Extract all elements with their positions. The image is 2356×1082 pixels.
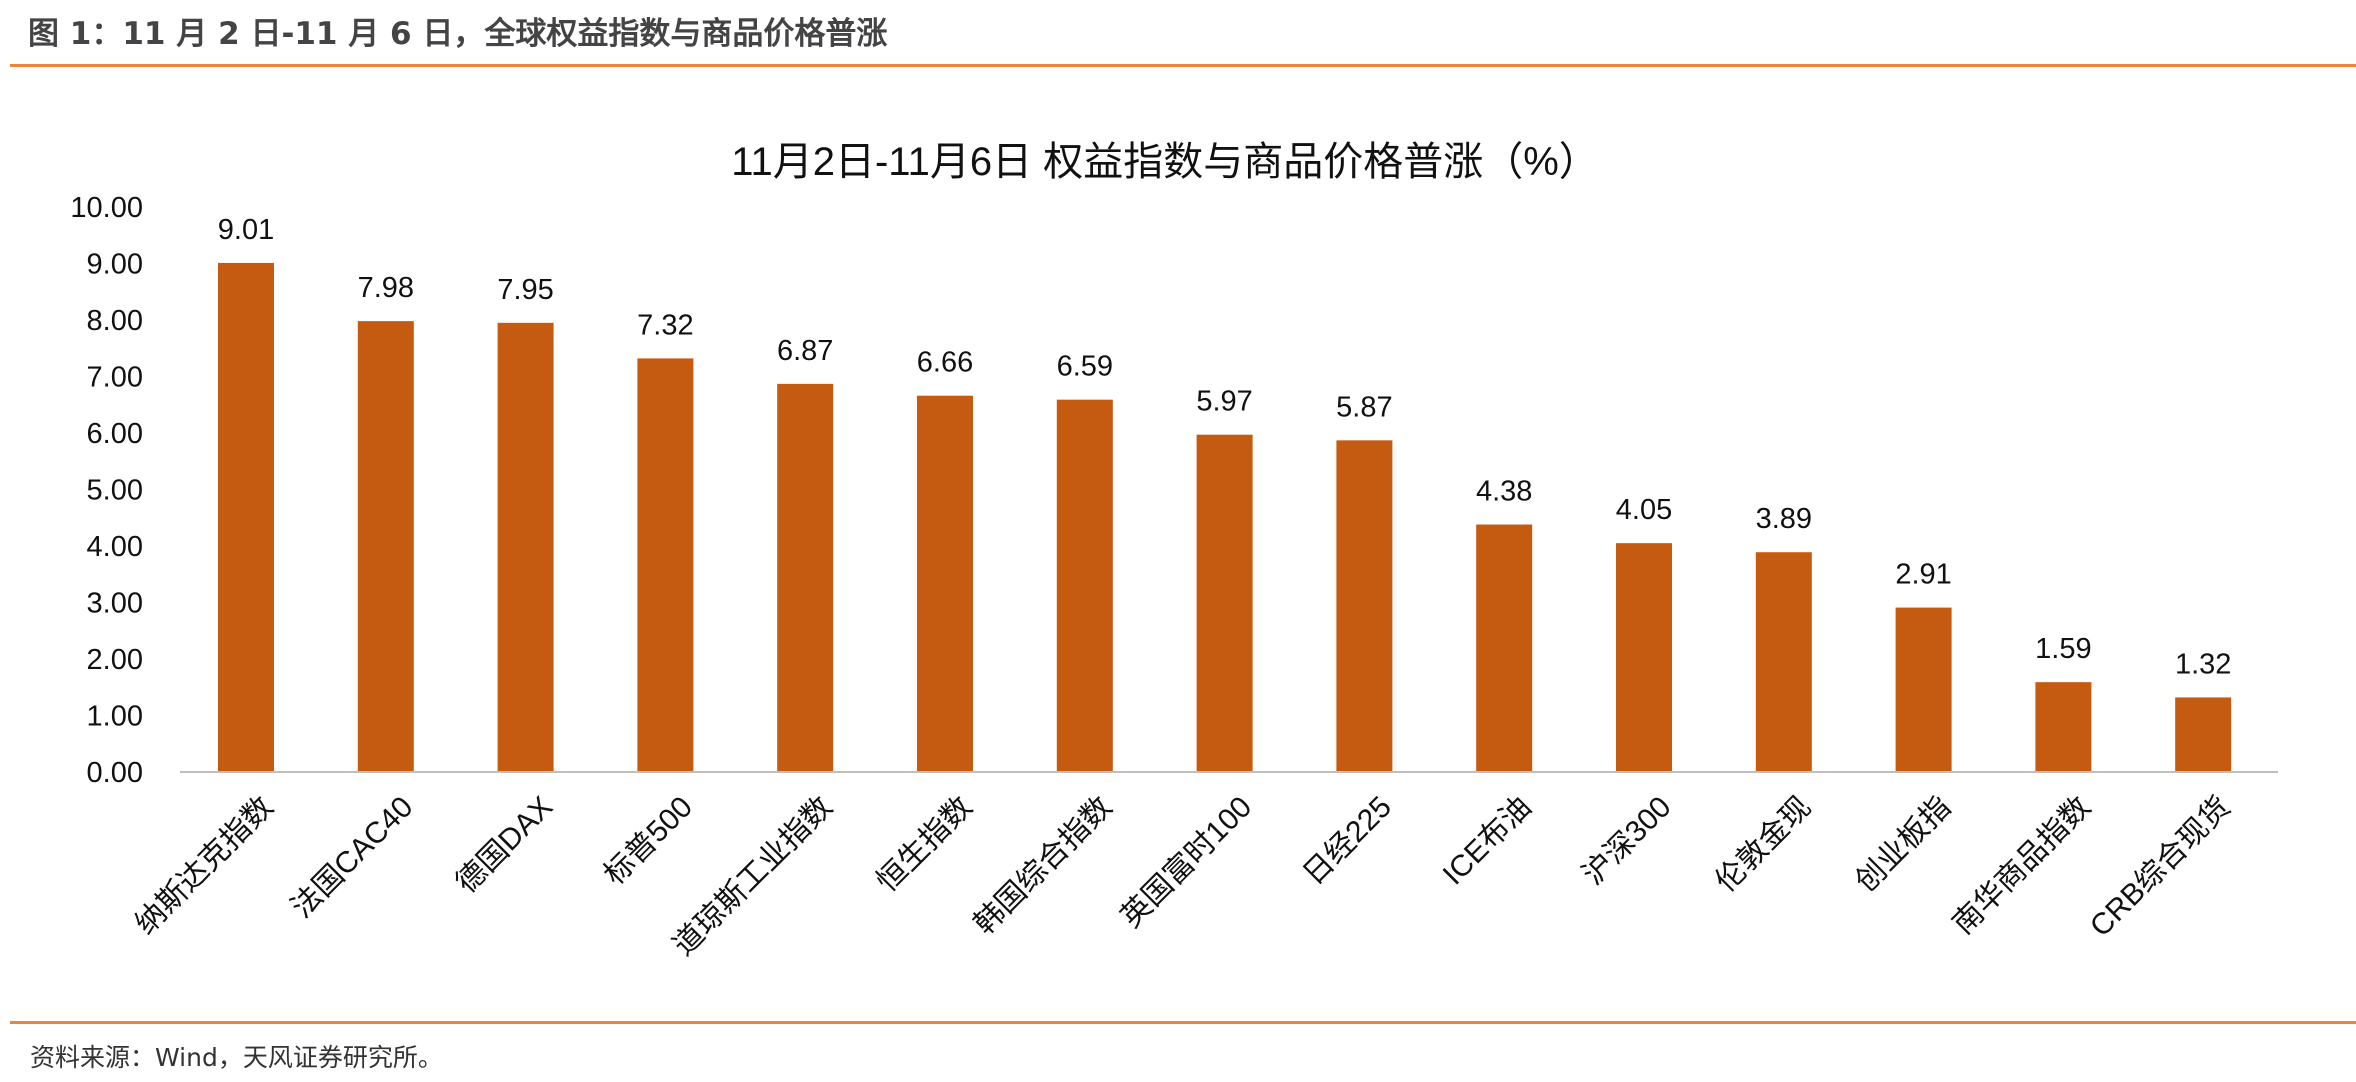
bottom-rule [10, 1021, 2356, 1024]
figure-title: 图 1：11 月 2 日-11 月 6 日，全球权益指数与商品价格普涨 [28, 16, 888, 52]
bar [637, 358, 694, 772]
y-tick-label: 7.00 [87, 362, 143, 394]
chart-title: 11月2日-11月6日 权益指数与商品价格普涨（%） [731, 140, 1599, 184]
top-rule [10, 64, 2356, 67]
data-label: 2.91 [1895, 559, 1951, 591]
x-tick-label: 标普500 [598, 790, 699, 891]
data-label: 7.95 [497, 274, 553, 306]
y-tick-label: 4.00 [87, 531, 143, 563]
bar [2175, 697, 2232, 772]
bar [1196, 434, 1253, 772]
x-tick-label: 韩国综合指数 [968, 790, 1119, 941]
bar [2035, 682, 2092, 772]
bar [1895, 607, 1952, 772]
x-tick-label: 创业板指 [1849, 790, 1957, 898]
x-tick-label: 纳斯达克指数 [129, 790, 280, 941]
x-tick-label: 英国富时100 [1115, 790, 1259, 934]
y-tick-label: 6.00 [87, 418, 143, 450]
source-note: 资料来源：Wind，天风证券研究所。 [30, 1043, 443, 1072]
bar [1755, 552, 1812, 772]
x-tick-label: 恒生指数 [870, 790, 978, 898]
data-label: 5.97 [1196, 386, 1252, 418]
x-tick-label: 南华商品指数 [1946, 790, 2097, 941]
x-tick-label: 法国CAC40 [285, 790, 419, 924]
bar [1336, 440, 1393, 772]
data-label: 1.59 [2035, 633, 2091, 665]
x-tick-label: 伦敦金现 [1709, 790, 1817, 898]
bar [1476, 524, 1533, 772]
data-label: 6.59 [1057, 351, 1113, 383]
y-tick-label: 3.00 [87, 588, 143, 620]
bar [1056, 399, 1113, 772]
y-tick-label: 8.00 [87, 305, 143, 337]
y-tick-label: 10.00 [70, 192, 143, 224]
bar [218, 262, 274, 772]
data-label: 4.05 [1616, 494, 1672, 526]
x-tick-label: 德国DAX [450, 790, 559, 899]
data-label: 7.98 [358, 272, 414, 304]
x-tick-label: 日经225 [1297, 790, 1398, 891]
y-tick-label: 1.00 [87, 701, 143, 733]
data-label: 5.87 [1336, 391, 1392, 423]
data-label: 3.89 [1756, 503, 1812, 535]
bar [497, 322, 554, 772]
bar [357, 321, 414, 772]
x-tick-label: ICE布油 [1437, 790, 1538, 891]
data-label: 6.66 [917, 347, 973, 379]
bar [1616, 543, 1672, 772]
x-tick-label: CRB综合现货 [2084, 790, 2237, 943]
data-label: 9.01 [218, 214, 274, 246]
data-label: 4.38 [1476, 476, 1532, 508]
y-tick-label: 5.00 [87, 475, 143, 507]
data-label: 1.32 [2175, 648, 2231, 680]
data-label: 6.87 [777, 335, 833, 367]
y-tick-label: 2.00 [87, 644, 143, 676]
x-tick-label: 沪深300 [1576, 790, 1677, 891]
bar [917, 395, 973, 772]
y-tick-label: 9.00 [87, 249, 143, 281]
data-label: 7.32 [637, 309, 693, 341]
y-tick-label: 0.00 [87, 757, 143, 789]
bar [777, 383, 834, 772]
